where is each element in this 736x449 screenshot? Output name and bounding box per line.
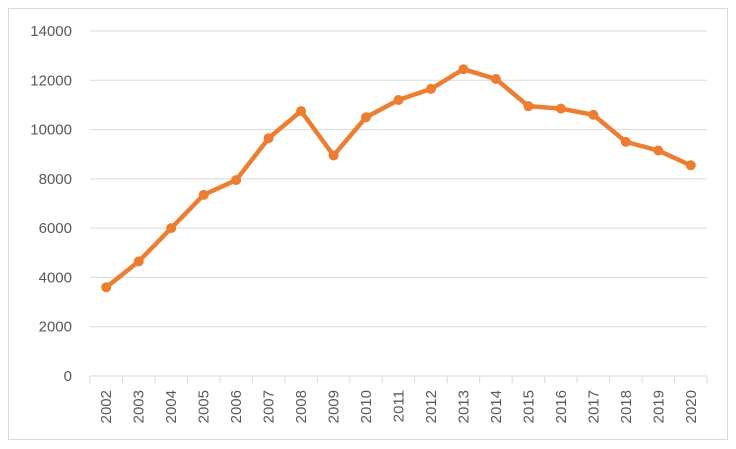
x-tick-label: 2012 — [423, 390, 440, 423]
series-group — [101, 64, 696, 293]
y-tick-label: 2000 — [39, 319, 72, 336]
data-point — [620, 136, 631, 147]
x-tick-label: 2013 — [455, 390, 472, 423]
data-point — [361, 112, 372, 123]
x-tick-label: 2004 — [163, 390, 180, 423]
y-axis: 0 2000 4000 6000 8000 10000 12000 14000 — [30, 23, 72, 385]
data-point — [166, 223, 177, 234]
x-tick-label: 2019 — [650, 390, 667, 423]
y-tick-label: 10000 — [30, 122, 72, 139]
x-tick-label: 2003 — [131, 390, 148, 423]
data-point — [588, 109, 599, 120]
y-tick-label: 12000 — [30, 72, 72, 89]
x-tick-label: 2002 — [98, 390, 115, 423]
x-tick-label: 2018 — [618, 390, 635, 423]
data-point — [101, 282, 112, 293]
data-point — [133, 256, 144, 267]
x-tick-label: 2011 — [391, 390, 408, 422]
data-point — [263, 133, 274, 144]
x-tick-label: 2009 — [326, 390, 343, 423]
data-point — [490, 74, 501, 85]
data-point — [231, 175, 242, 186]
gridlines — [90, 30, 707, 377]
y-tick-label: 14000 — [30, 23, 72, 40]
x-tick-label: 2016 — [553, 390, 570, 423]
data-point — [653, 145, 664, 156]
x-tick-label: 2008 — [293, 390, 310, 423]
data-point — [458, 64, 469, 75]
data-point — [555, 103, 566, 114]
data-point — [425, 83, 436, 94]
data-point — [523, 101, 534, 112]
x-tick-label: 2020 — [683, 390, 700, 423]
x-tick-label: 2007 — [261, 390, 278, 423]
data-point — [296, 106, 307, 117]
x-tick-label: 2014 — [488, 390, 505, 423]
data-point — [198, 189, 209, 200]
y-tick-label: 6000 — [39, 220, 72, 237]
data-point — [685, 160, 696, 171]
data-point — [393, 95, 404, 105]
y-tick-label: 0 — [64, 368, 72, 385]
y-tick-label: 4000 — [39, 269, 72, 286]
y-tick-label: 8000 — [39, 171, 72, 188]
data-point — [328, 150, 339, 161]
x-tick-label: 2010 — [358, 390, 375, 423]
x-tick-label: 2015 — [520, 390, 537, 423]
x-tick-label: 2017 — [585, 390, 602, 423]
x-axis: 2002 2003 2004 2005 2006 2007 2008 2009 2010 2011… — [89, 376, 708, 423]
x-tick-label: 2005 — [196, 390, 213, 423]
x-tick-label: 2006 — [228, 390, 245, 423]
